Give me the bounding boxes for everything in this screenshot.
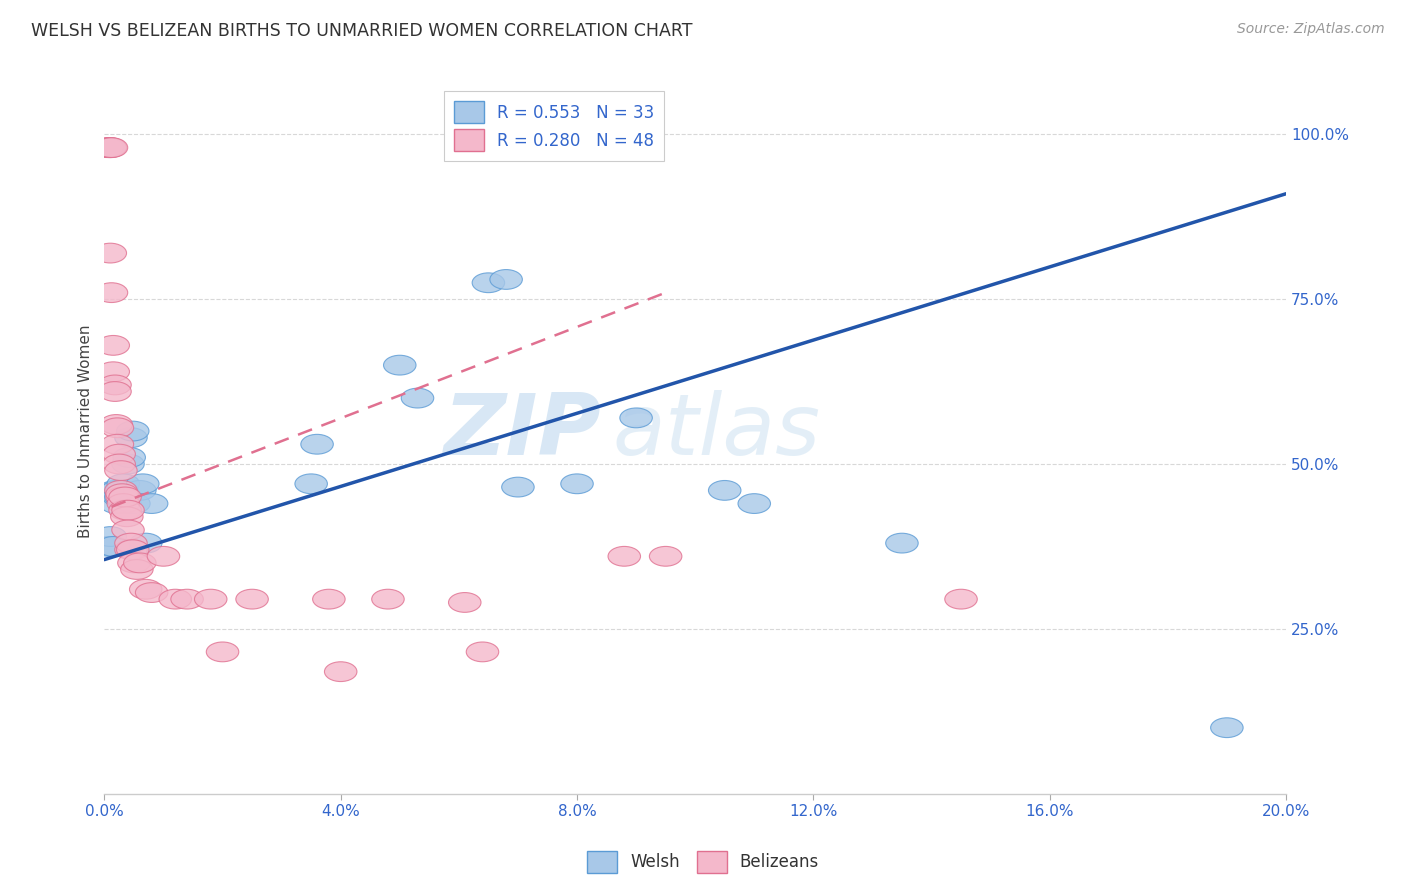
Ellipse shape xyxy=(101,434,134,454)
Ellipse shape xyxy=(945,590,977,609)
Ellipse shape xyxy=(124,481,156,500)
Ellipse shape xyxy=(100,493,132,514)
Ellipse shape xyxy=(401,388,433,408)
Ellipse shape xyxy=(94,137,127,158)
Ellipse shape xyxy=(121,559,153,580)
Ellipse shape xyxy=(115,540,148,559)
Ellipse shape xyxy=(886,533,918,553)
Ellipse shape xyxy=(467,642,499,662)
Ellipse shape xyxy=(117,421,149,441)
Ellipse shape xyxy=(489,269,523,289)
Ellipse shape xyxy=(129,580,162,599)
Ellipse shape xyxy=(101,417,134,438)
Ellipse shape xyxy=(105,483,138,504)
Ellipse shape xyxy=(101,481,134,500)
Ellipse shape xyxy=(115,533,148,553)
Ellipse shape xyxy=(97,335,129,355)
Legend: R = 0.553   N = 33, R = 0.280   N = 48: R = 0.553 N = 33, R = 0.280 N = 48 xyxy=(443,91,664,161)
Ellipse shape xyxy=(100,415,132,434)
Ellipse shape xyxy=(159,590,191,609)
Ellipse shape xyxy=(118,493,150,514)
Ellipse shape xyxy=(325,662,357,681)
Ellipse shape xyxy=(104,461,138,481)
Ellipse shape xyxy=(135,582,167,602)
Ellipse shape xyxy=(103,444,135,464)
Ellipse shape xyxy=(108,487,142,507)
Ellipse shape xyxy=(94,137,127,158)
Ellipse shape xyxy=(118,553,150,573)
Ellipse shape xyxy=(97,362,129,382)
Ellipse shape xyxy=(127,474,159,493)
Ellipse shape xyxy=(129,533,162,553)
Ellipse shape xyxy=(97,536,129,557)
Ellipse shape xyxy=(371,590,404,609)
Ellipse shape xyxy=(312,590,344,609)
Ellipse shape xyxy=(96,137,128,158)
Ellipse shape xyxy=(93,536,125,557)
Ellipse shape xyxy=(98,375,131,395)
Ellipse shape xyxy=(709,481,741,500)
Ellipse shape xyxy=(111,520,145,540)
Text: atlas: atlas xyxy=(613,390,821,473)
Ellipse shape xyxy=(472,273,505,293)
Ellipse shape xyxy=(104,481,138,500)
Ellipse shape xyxy=(117,540,149,559)
Ellipse shape xyxy=(207,642,239,662)
Ellipse shape xyxy=(96,283,128,302)
Ellipse shape xyxy=(295,474,328,493)
Ellipse shape xyxy=(103,454,135,474)
Ellipse shape xyxy=(94,244,127,263)
Ellipse shape xyxy=(105,487,138,507)
Ellipse shape xyxy=(111,454,145,474)
Ellipse shape xyxy=(104,487,138,507)
Ellipse shape xyxy=(111,507,143,526)
Ellipse shape xyxy=(108,493,142,514)
Ellipse shape xyxy=(502,477,534,497)
Ellipse shape xyxy=(107,474,139,493)
Ellipse shape xyxy=(103,487,135,507)
Ellipse shape xyxy=(561,474,593,493)
Ellipse shape xyxy=(738,493,770,514)
Ellipse shape xyxy=(301,434,333,454)
Ellipse shape xyxy=(148,547,180,566)
Ellipse shape xyxy=(135,493,167,514)
Text: Source: ZipAtlas.com: Source: ZipAtlas.com xyxy=(1237,22,1385,37)
Ellipse shape xyxy=(1211,718,1243,738)
Ellipse shape xyxy=(93,137,125,158)
Ellipse shape xyxy=(650,547,682,566)
Ellipse shape xyxy=(111,500,145,520)
Ellipse shape xyxy=(98,382,131,401)
Ellipse shape xyxy=(105,481,138,500)
Ellipse shape xyxy=(236,590,269,609)
Ellipse shape xyxy=(112,448,145,467)
Y-axis label: Births to Unmarried Women: Births to Unmarried Women xyxy=(79,325,93,538)
Text: ZIP: ZIP xyxy=(443,390,600,473)
Text: WELSH VS BELIZEAN BIRTHS TO UNMARRIED WOMEN CORRELATION CHART: WELSH VS BELIZEAN BIRTHS TO UNMARRIED WO… xyxy=(31,22,692,40)
Ellipse shape xyxy=(94,526,127,547)
Ellipse shape xyxy=(108,500,142,520)
Ellipse shape xyxy=(98,481,131,500)
Ellipse shape xyxy=(124,553,156,573)
Ellipse shape xyxy=(115,428,148,448)
Ellipse shape xyxy=(449,592,481,612)
Ellipse shape xyxy=(107,493,139,514)
Ellipse shape xyxy=(384,355,416,375)
Ellipse shape xyxy=(194,590,226,609)
Ellipse shape xyxy=(607,547,641,566)
Ellipse shape xyxy=(91,137,124,158)
Ellipse shape xyxy=(172,590,204,609)
Legend: Welsh, Belizeans: Welsh, Belizeans xyxy=(581,845,825,880)
Ellipse shape xyxy=(620,408,652,428)
